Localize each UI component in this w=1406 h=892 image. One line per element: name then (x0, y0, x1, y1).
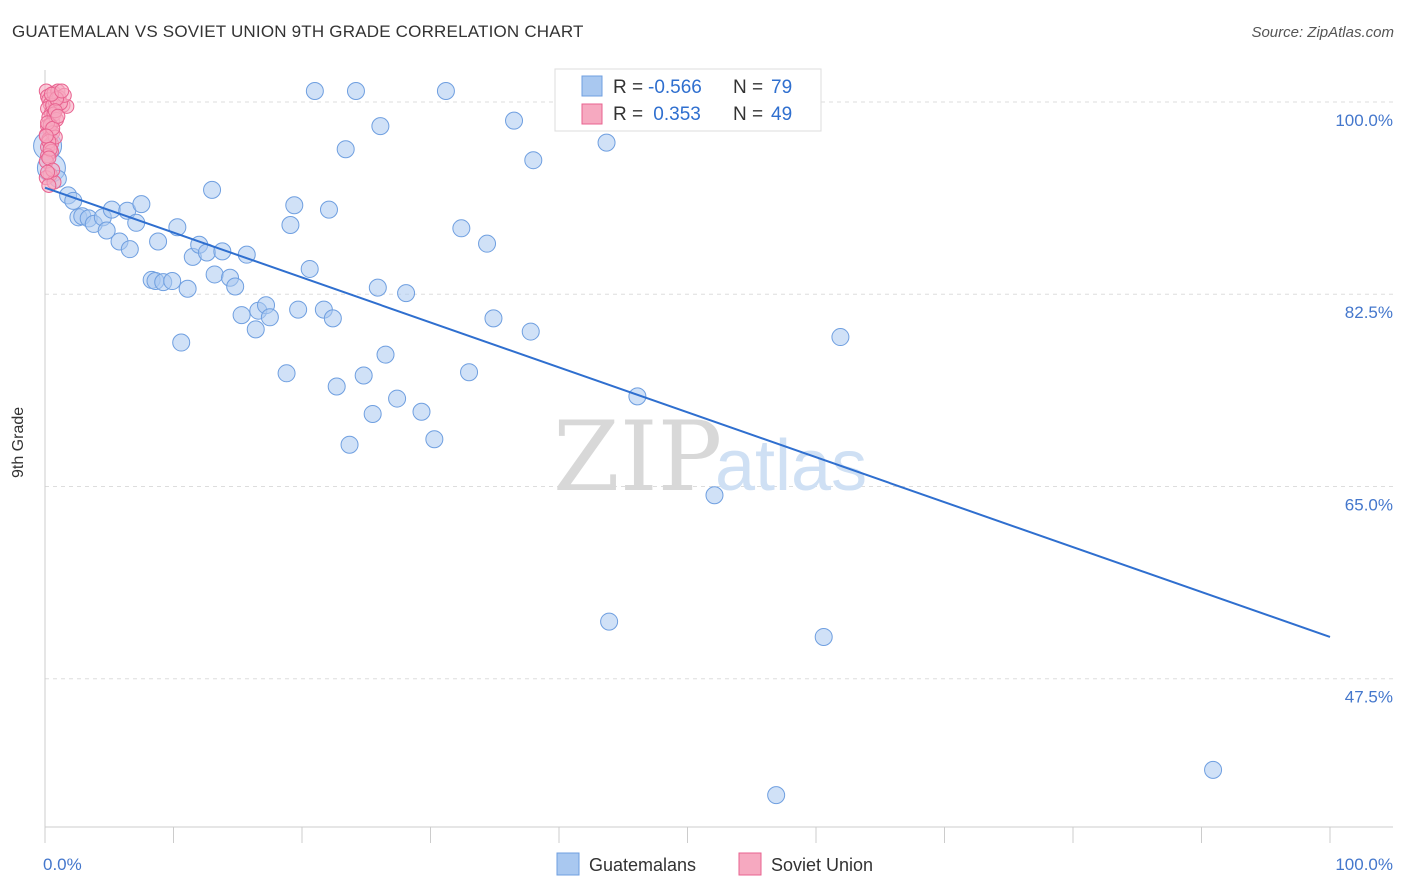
legend-swatch-guatemalans (581, 75, 603, 97)
guatemalans-points (33, 81, 1223, 805)
soviet-union-point (38, 128, 54, 144)
guatemalans-point (232, 306, 251, 325)
tick-labels: 100.0% 82.5% 65.0% 47.5% 0.0% 100.0% (43, 111, 1393, 874)
guatemalans-point (178, 279, 197, 298)
guatemalans-point (705, 486, 724, 505)
watermark-atlas: atlas (715, 426, 867, 506)
guatemalans-point (412, 402, 431, 421)
guatemalans-point (388, 389, 407, 408)
guatemalans-point (281, 216, 300, 235)
gridlines (45, 101, 1393, 680)
guatemalans-point (524, 151, 543, 170)
soviet-union-point (50, 108, 66, 124)
guatemalans-point (289, 300, 308, 319)
bottom-legend-soviet-union: Soviet Union (771, 855, 873, 875)
guatemalans-point (600, 612, 619, 631)
y-tick-label: 82.5% (1345, 303, 1393, 322)
guatemalans-point (363, 404, 382, 423)
guatemalans-point (484, 309, 503, 328)
legend-n-label: N = (733, 104, 763, 125)
guatemalans-point (346, 81, 365, 100)
guatemalans-point (285, 196, 304, 215)
guatemalans-point (172, 333, 191, 352)
guatemalans-point (300, 259, 319, 278)
legend-n-value: 79 (771, 77, 792, 98)
guatemalans-point (336, 140, 355, 159)
soviet-union-point (40, 164, 56, 180)
bottom-legend-guatemalans: Guatemalans (589, 855, 696, 875)
guatemalans-point (767, 786, 786, 805)
soviet-union-points (38, 83, 75, 193)
legend-n-value: 49 (771, 104, 792, 125)
guatemalans-point (277, 364, 296, 383)
guatemalans-point (163, 272, 182, 291)
guatemalans-point (354, 366, 373, 385)
guatemalans-point (132, 195, 151, 214)
guatemalans-point (149, 232, 168, 251)
guatemalans-point (323, 309, 342, 328)
source-note: Source: ZipAtlas.com (1251, 24, 1394, 41)
guatemalans-point (120, 240, 139, 259)
legend-n-label: N = (733, 77, 763, 98)
legend-r-label: R = (613, 104, 643, 125)
watermark-zip: ZIP (553, 401, 722, 513)
legend: R = -0.566 N = 79 R = 0.353 N = 49 (554, 68, 822, 132)
legend-swatch-soviet-union (581, 103, 603, 125)
soviet-union-point (54, 83, 70, 99)
guatemalans-point (452, 219, 471, 238)
legend-r-value: -0.566 (648, 77, 702, 98)
trendlines (44, 186, 1331, 638)
guatemalans-point (305, 81, 324, 100)
guatemalans-point (97, 221, 116, 240)
guatemalans-point (831, 328, 850, 347)
guatemalans-point (597, 133, 616, 152)
guatemalans-point (371, 117, 390, 136)
guatemalans-point (205, 265, 224, 284)
guatemalans-point (319, 200, 338, 219)
legend-r-value: 0.353 (648, 104, 701, 125)
chart-title: GUATEMALAN VS SOVIET UNION 9TH GRADE COR… (12, 22, 584, 41)
guatemalans-point (460, 363, 479, 382)
x-tick-label: 100.0% (1335, 855, 1393, 874)
guatemalans-point (246, 320, 265, 339)
guatemalans-point (203, 180, 222, 199)
guatemalans-trendline (44, 186, 1331, 638)
guatemalans-point (425, 430, 444, 449)
guatemalans-point (368, 278, 387, 297)
guatemalans-point (226, 277, 245, 296)
guatemalans-point (397, 284, 416, 303)
legend-r-label: R = (613, 77, 643, 98)
y-tick-label: 100.0% (1335, 111, 1393, 130)
axes (44, 70, 1393, 843)
y-tick-label: 47.5% (1345, 688, 1393, 707)
guatemalans-point (260, 308, 279, 327)
guatemalans-point (521, 322, 540, 341)
guatemalans-point (1204, 760, 1223, 779)
y-tick-label: 65.0% (1345, 495, 1393, 514)
guatemalans-point (814, 627, 833, 646)
guatemalans-point (340, 435, 359, 454)
guatemalans-point (436, 81, 455, 100)
x-tick-label: 0.0% (43, 855, 82, 874)
guatemalans-point (327, 377, 346, 396)
bottom-legend-swatch-soviet-union (738, 852, 762, 876)
guatemalans-point (376, 345, 395, 364)
guatemalans-point (505, 111, 524, 130)
bottom-legend: Guatemalans Soviet Union (556, 852, 873, 876)
bottom-legend-swatch-guatemalans (556, 852, 580, 876)
guatemalans-point (478, 234, 497, 253)
guatemalans-point (628, 387, 647, 406)
